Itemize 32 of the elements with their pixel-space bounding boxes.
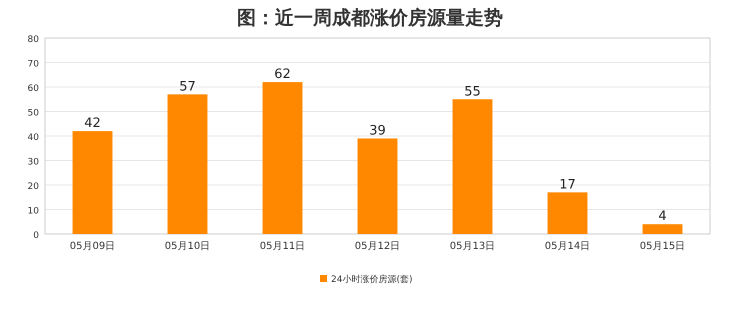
y-tick-label: 80 — [28, 35, 40, 45]
x-tick-label: 05月09日 — [70, 241, 116, 252]
bar — [452, 99, 492, 234]
bar — [358, 138, 398, 234]
y-tick-label: 30 — [28, 158, 40, 168]
y-tick-label: 70 — [28, 60, 40, 70]
data-label: 17 — [559, 177, 576, 192]
bar — [72, 131, 112, 234]
x-tick-label: 05月12日 — [354, 241, 400, 252]
data-label: 39 — [369, 123, 386, 138]
data-label: 62 — [274, 67, 291, 82]
chart-title: 图：近一周成都涨价房源量走势 — [237, 7, 503, 29]
data-label: 57 — [179, 79, 196, 94]
x-tick-label: 05月13日 — [450, 241, 496, 252]
y-tick-label: 20 — [28, 182, 40, 192]
x-tick-label: 05月11日 — [260, 241, 306, 252]
bar — [642, 224, 682, 234]
data-label: 55 — [464, 84, 481, 100]
y-tick-label: 10 — [28, 206, 40, 216]
data-label: 4 — [658, 209, 667, 224]
data-label: 42 — [84, 116, 101, 132]
x-tick-label: 05月10日 — [164, 241, 210, 252]
bar — [262, 82, 302, 234]
y-tick-label: 40 — [28, 133, 40, 143]
bar — [548, 192, 588, 234]
y-tick-label: 60 — [28, 84, 40, 94]
y-tick-label: 50 — [28, 108, 40, 118]
legend-label: 24小时涨价房源(套) — [331, 274, 412, 285]
x-tick-label: 05月15日 — [640, 241, 686, 252]
bar — [168, 94, 208, 234]
y-tick-label: 0 — [33, 231, 40, 241]
x-tick-label: 05月14日 — [544, 241, 590, 252]
